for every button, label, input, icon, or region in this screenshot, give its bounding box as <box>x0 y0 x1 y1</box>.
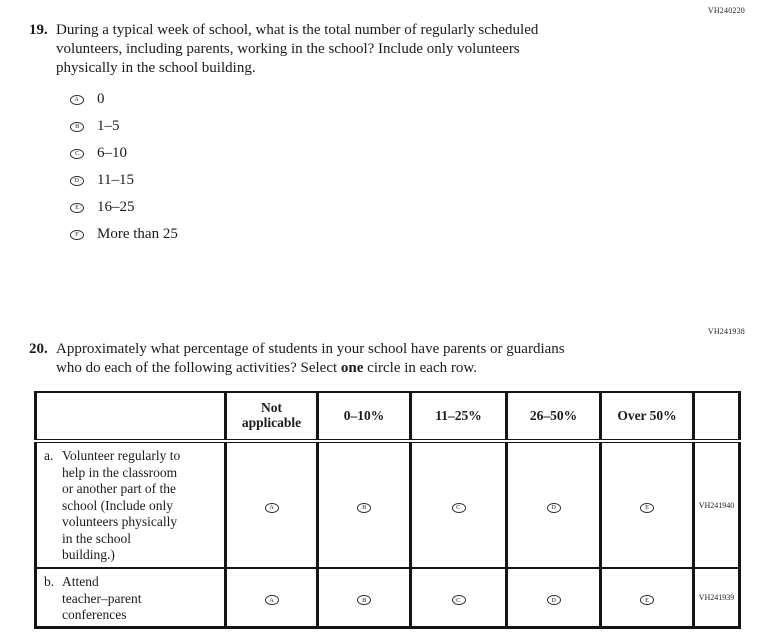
bubble-letter: B <box>74 122 80 130</box>
answer-bubble-d[interactable]: D <box>70 175 84 186</box>
row-b-label-cell: b. Attend teacher–parent conferences <box>35 567 226 628</box>
row-b-cell-11-25: C <box>409 567 507 628</box>
bubble-letter: C <box>456 595 461 604</box>
table-row-b: b. Attend teacher–parent conferences A B… <box>35 567 740 628</box>
answer-bubble-c[interactable]: C <box>451 502 466 513</box>
row-a-admin-code: VH241940 <box>692 441 740 568</box>
header-26-50: 26–50% <box>505 392 601 443</box>
row-a-cell-over-50: E <box>599 441 694 568</box>
header-not-applicable: Not applicable <box>224 392 318 443</box>
table-header-row: Not applicable 0–10% 11–25% 26–50% Over … <box>35 392 740 443</box>
answer-bubble-d[interactable]: D <box>546 595 561 605</box>
header-code-column <box>692 392 740 443</box>
option-row-0: A 0 <box>70 86 178 113</box>
admin-code-q20: VH241938 <box>707 327 745 336</box>
question-20-text-part1: Approximately what percentage of student… <box>56 341 565 376</box>
bubble-letter: D <box>74 176 80 184</box>
option-label: More than 25 <box>97 226 178 242</box>
answer-bubble-a[interactable]: A <box>264 502 279 513</box>
admin-code-q19: VH240220 <box>707 6 745 15</box>
question-19: 19. During a typical week of school, wha… <box>29 21 659 78</box>
bubble-letter: B <box>361 595 367 604</box>
bubble-letter: C <box>74 149 80 157</box>
row-a-cell-not-applicable: A <box>224 441 318 568</box>
option-label: 11–15 <box>97 172 134 188</box>
option-row-5: F More than 25 <box>70 221 178 248</box>
question-20: 20. Approximately what percentage of stu… <box>29 340 679 378</box>
header-11-25: 11–25% <box>409 392 507 443</box>
option-label: 0 <box>97 91 105 107</box>
answer-bubble-a[interactable]: A <box>70 94 84 105</box>
row-b-admin-code: VH241939 <box>692 567 740 628</box>
answer-bubble-c[interactable]: C <box>70 148 84 159</box>
row-a-prefix: a. <box>44 448 54 463</box>
bubble-letter: B <box>361 503 367 511</box>
question-20-bold-word: one <box>340 360 364 376</box>
question-20-number: 20. <box>29 341 48 357</box>
question-20-table: Not applicable 0–10% 11–25% 26–50% Over … <box>34 391 741 629</box>
bubble-letter: F <box>75 230 79 238</box>
bubble-letter: E <box>645 503 649 511</box>
header-over-50: Over 50% <box>599 392 694 443</box>
option-row-3: D 11–15 <box>70 167 178 194</box>
question-20-text: Approximately what percentage of student… <box>56 340 565 378</box>
row-b-cell-not-applicable: A <box>224 567 318 628</box>
header-empty <box>35 392 226 443</box>
bubble-letter: E <box>645 595 649 604</box>
row-b-cell-0-10: B <box>316 567 411 628</box>
row-a-cell-11-25: C <box>409 441 507 568</box>
bubble-letter: D <box>551 595 556 604</box>
option-label: 1–5 <box>97 118 120 134</box>
answer-bubble-e[interactable]: E <box>70 202 84 213</box>
bubble-letter: D <box>551 503 556 511</box>
row-a-label: Volunteer regularly to help in the class… <box>62 448 181 562</box>
row-a-label-cell: a. Volunteer regularly to help in the cl… <box>36 441 226 568</box>
bubble-letter: C <box>456 503 461 511</box>
answer-bubble-b[interactable]: B <box>357 595 371 605</box>
row-b-label: Attend teacher–parent conferences <box>62 574 142 622</box>
question-19-text: During a typical week of school, what is… <box>56 22 539 76</box>
option-row-4: E 16–25 <box>70 194 178 221</box>
answer-bubble-e[interactable]: E <box>640 595 654 605</box>
answer-bubble-b[interactable]: B <box>357 502 371 513</box>
table-row-a: a. Volunteer regularly to help in the cl… <box>36 441 740 568</box>
question-19-number: 19. <box>29 22 48 38</box>
answer-bubble-b[interactable]: B <box>70 121 84 132</box>
option-label: 16–25 <box>97 199 135 215</box>
bubble-letter: E <box>75 203 79 211</box>
option-label: 6–10 <box>97 145 127 161</box>
row-b-cell-26-50: D <box>505 567 601 628</box>
answer-bubble-f[interactable]: F <box>70 229 84 240</box>
bubble-letter: A <box>269 503 274 511</box>
row-b-cell-over-50: E <box>599 567 694 628</box>
option-row-1: B 1–5 <box>70 113 178 140</box>
answer-bubble-c[interactable]: C <box>451 595 466 605</box>
question-19-options: A 0 B 1–5 C 6–10 D 11–15 E 16–25 F More … <box>70 86 178 248</box>
row-a-cell-0-10: B <box>316 441 411 568</box>
option-row-2: C 6–10 <box>70 140 178 167</box>
bubble-letter: A <box>269 595 274 604</box>
question-20-text-part2: circle in each row. <box>363 360 477 376</box>
answer-bubble-a[interactable]: A <box>264 595 279 605</box>
answer-bubble-e[interactable]: E <box>640 502 654 513</box>
row-a-cell-26-50: D <box>505 441 601 568</box>
row-b-prefix: b. <box>44 574 55 589</box>
answer-bubble-d[interactable]: D <box>546 502 561 513</box>
header-0-10: 0–10% <box>316 392 411 443</box>
bubble-letter: A <box>74 95 80 103</box>
